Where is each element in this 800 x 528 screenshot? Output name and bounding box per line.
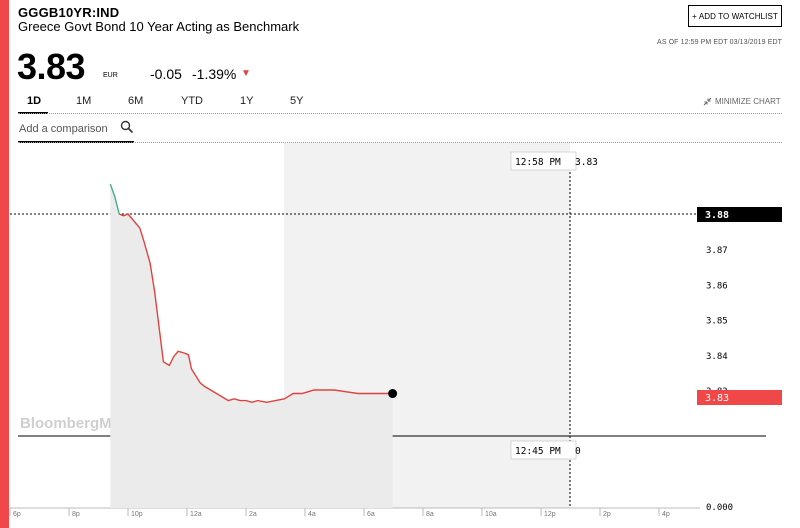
tab-5y[interactable]: 5Y [290,95,304,107]
crosshair-point [388,389,398,399]
minimize-icon [703,97,712,106]
x-tick-label: 2p [603,511,611,518]
y-tick-label: 3.87 [706,246,728,256]
as-of-timestamp: AS OF 12:59 PM EDT 03/13/2019 EDT [657,39,782,46]
y-zero-label: 0.000 [706,503,733,513]
x-tick-label: 4a [308,511,316,518]
currency-label: EUR [103,72,118,79]
accent-bar [0,0,9,528]
tab-1m[interactable]: 1M [76,95,92,107]
series-line-down [118,213,393,404]
plus-icon: + [692,11,697,21]
add-to-watchlist-button[interactable]: + ADD TO WATCHLIST [688,5,782,27]
y-tick-label: 3.84 [706,352,728,362]
x-tick-label: 8p [72,511,80,518]
minimize-chart-label: MINIMIZE CHART [715,97,781,106]
price-value: 3.83 [17,46,86,87]
comparison-divider [18,142,782,143]
tabs-divider [18,113,782,114]
x-axis-ticks: 6p 8p 10p 12a 2a 4a 6a 8a 10a 12p 2p 4p [9,508,670,518]
series-line-up [109,183,120,215]
search-icon[interactable] [120,120,134,134]
ticker-symbol: GGGB10YR:IND [18,5,120,20]
down-arrow-icon: ▼ [241,68,251,79]
x-tick-label: 4p [662,511,670,518]
y-axis-ticks: 3.883.873.863.853.843.83 [706,211,728,397]
price-change: -0.05 [150,66,182,82]
tab-ytd[interactable]: YTD [181,95,203,107]
x-tick-label: 8a [426,511,434,518]
crosshair-time-box-top [510,151,577,171]
instrument-name: Greece Govt Bond 10 Year Acting as Bench… [18,19,300,34]
price-change-percent: -1.39% [192,66,237,82]
tab-1y[interactable]: 1Y [240,95,254,107]
last-price-label: 3.83 [705,393,729,404]
x-tick-label: 12p [544,511,556,518]
crosshair-time-top: 12:58 PM [515,157,561,168]
add-to-watchlist-label: ADD TO WATCHLIST [698,11,778,21]
prev-close-label: 3.88 [705,210,729,221]
x-tick-label: 10a [485,511,497,518]
x-tick-label: 10p [131,511,143,518]
crosshair-value-top: 3.83 [575,157,598,168]
series-area [110,184,393,508]
tab-6m[interactable]: 6M [128,95,144,107]
last-price-label-box [697,390,782,405]
y-tick-label: 3.85 [706,317,728,327]
minimize-chart-button[interactable]: MINIMIZE CHART [703,97,781,106]
prev-close-label-box [697,207,782,222]
x-tick-label: 12a [190,511,202,518]
x-tick-label: 6p [13,511,21,518]
crosshair-value-bottom: 0 [575,446,581,457]
tab-1d[interactable]: 1D [27,95,42,107]
crosshair-time-box-bottom [510,440,577,460]
y-tick-label: 3.86 [706,281,728,291]
crosshair-time-bottom: 12:45 PM [515,446,561,457]
x-tick-label: 2a [249,511,257,518]
x-tick-label: 6a [367,511,375,518]
comparison-search-input[interactable] [18,117,119,141]
